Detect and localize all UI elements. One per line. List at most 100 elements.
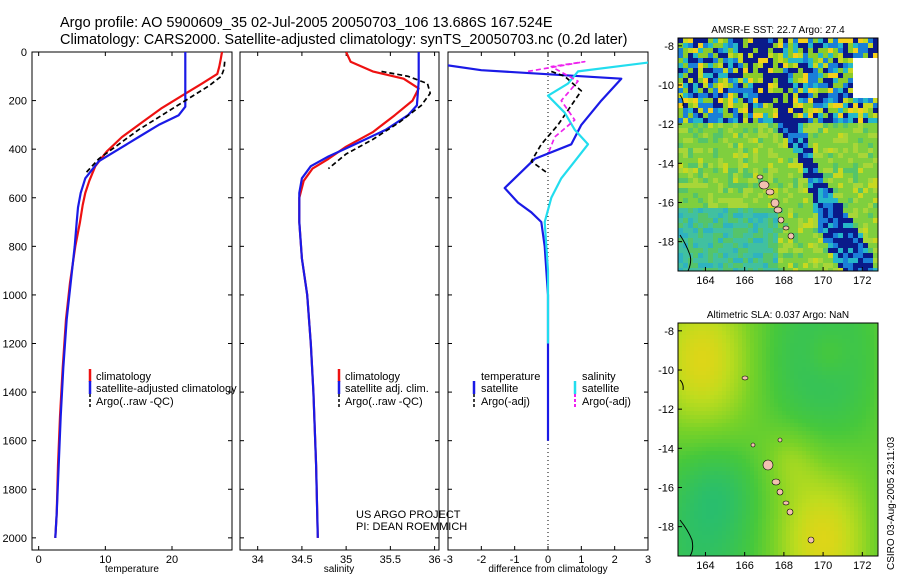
sla-cell (758, 515, 763, 520)
sst-cell (813, 58, 819, 64)
sst-cell (723, 253, 729, 259)
sst-cell (713, 58, 719, 64)
sst-cell (863, 188, 869, 194)
sst-cell (783, 183, 789, 189)
sla-cell (754, 455, 759, 460)
sla-cell (694, 475, 699, 480)
sla-cell (734, 355, 739, 360)
sla-cell (806, 359, 811, 364)
sla-cell (750, 403, 755, 408)
sla-cell (798, 355, 803, 360)
sst-cell (703, 53, 709, 59)
sla-cell (682, 479, 687, 484)
sla-cell (714, 399, 719, 404)
sst-cell (798, 228, 804, 234)
sst-cell (788, 203, 794, 209)
sst-cell (863, 253, 869, 259)
sst-cell (828, 248, 834, 254)
sla-cell (726, 351, 731, 356)
sst-cell (813, 208, 819, 214)
sst-cell (813, 138, 819, 144)
sla-cell (862, 339, 867, 344)
x-axis-label: temperature (105, 564, 159, 575)
sla-cell (758, 507, 763, 512)
sla-cell (738, 479, 743, 484)
sla-cell (810, 447, 815, 452)
sla-cell (682, 551, 687, 556)
sla-cell (722, 327, 727, 332)
sla-cell (806, 439, 811, 444)
sst-cell (843, 258, 849, 264)
sst-cell (713, 158, 719, 164)
sst-cell (858, 183, 864, 189)
sst-cell (798, 88, 804, 94)
sla-cell (810, 487, 815, 492)
sla-cell (734, 479, 739, 484)
sst-cell (793, 168, 799, 174)
sla-cell (750, 411, 755, 416)
sst-cell (683, 248, 689, 254)
sla-cell (738, 531, 743, 536)
sla-cell (802, 379, 807, 384)
sla-cell (810, 391, 815, 396)
sla-cell (858, 395, 863, 400)
sla-cell (814, 351, 819, 356)
sla-cell (842, 519, 847, 524)
sla-cell (742, 347, 747, 352)
sst-cell (743, 143, 749, 149)
sst-cell (783, 253, 789, 259)
sla-cell (738, 495, 743, 500)
sla-cell (734, 399, 739, 404)
sst-cell (733, 123, 739, 129)
sst-cell (808, 203, 814, 209)
sla-cell (774, 359, 779, 364)
sst-cell (708, 53, 714, 59)
sst-cell (828, 113, 834, 119)
sst-cell (763, 133, 769, 139)
sst-cell (778, 148, 784, 154)
sla-cell (842, 379, 847, 384)
sla-cell (858, 427, 863, 432)
sst-cell (843, 43, 849, 49)
sla-cell (694, 395, 699, 400)
sla-cell (702, 411, 707, 416)
sla-cell (854, 511, 859, 516)
sst-cell (858, 163, 864, 169)
sst-cell (698, 258, 704, 264)
sst-cell (713, 198, 719, 204)
sla-cell (866, 467, 871, 472)
sla-cell (830, 323, 835, 328)
sst-cell (703, 68, 709, 74)
sla-cell (822, 411, 827, 416)
sla-cell (866, 379, 871, 384)
sla-cell (794, 475, 799, 480)
sla-cell (798, 535, 803, 540)
sst-cell (748, 73, 754, 79)
sst-cell (868, 268, 874, 271)
sla-cell (710, 447, 715, 452)
sla-cell (686, 427, 691, 432)
sst-cell (838, 263, 844, 269)
sla-cell (766, 331, 771, 336)
sst-cell (778, 168, 784, 174)
sst-cell (858, 168, 864, 174)
sla-cell (778, 551, 783, 556)
sla-cell (806, 515, 811, 520)
sla-cell (838, 375, 843, 380)
sla-cell (686, 495, 691, 500)
sla-cell (734, 535, 739, 540)
sla-cell (686, 351, 691, 356)
sst-cell (793, 103, 799, 109)
sst-cell (688, 148, 694, 154)
sst-cell (858, 53, 864, 59)
sst-cell (738, 263, 744, 269)
sst-cell (693, 88, 699, 94)
sla-cell (806, 547, 811, 552)
sla-cell (710, 415, 715, 420)
sst-cell (728, 193, 734, 199)
sst-cell (793, 233, 799, 239)
sla-cell (682, 507, 687, 512)
sla-cell (738, 539, 743, 544)
sla-cell (802, 383, 807, 388)
